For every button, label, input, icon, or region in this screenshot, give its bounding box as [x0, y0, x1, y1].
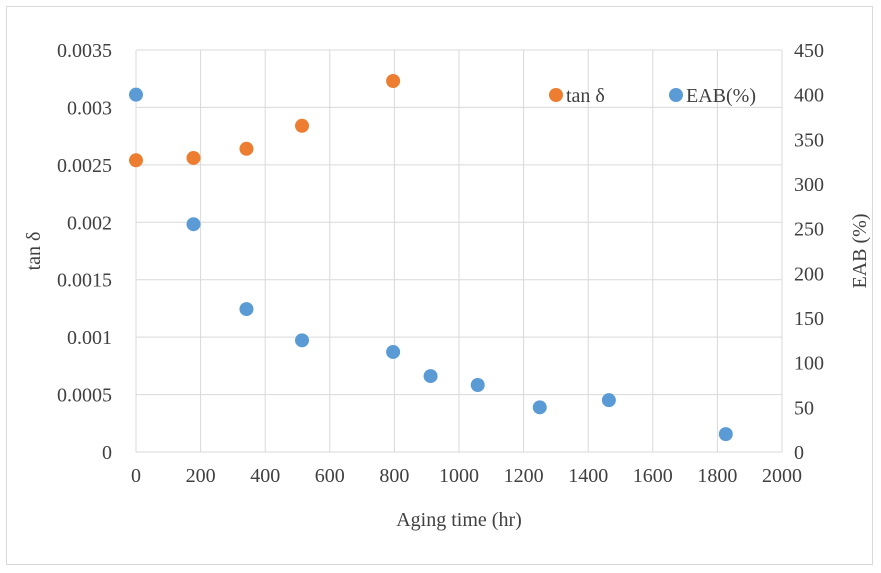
y-axis-left-title: tan δ — [23, 232, 45, 271]
legend-marker — [549, 88, 563, 102]
y-right-tick-label: 100 — [794, 353, 824, 375]
eab-point — [295, 333, 310, 348]
eab-point — [129, 87, 143, 102]
legend-label: tan δ — [566, 85, 605, 107]
y-left-tick-label: 0.002 — [67, 212, 112, 234]
y-right-tick-label: 50 — [794, 397, 814, 419]
x-tick-label: 200 — [186, 465, 216, 487]
axes: 0 200 400 600 800 1000 1200 1400 1600 1800 200000.… — [57, 40, 824, 487]
y-right-tick-label: 400 — [794, 85, 824, 107]
x-tick-label: 800 — [379, 465, 409, 487]
y-left-tick-label: 0.0025 — [57, 155, 112, 177]
y-left-tick-label: 0.0015 — [57, 270, 112, 292]
eab-point — [239, 302, 254, 317]
eab-point — [532, 400, 547, 415]
legend: tan δ EAB(%) — [549, 85, 756, 107]
y-left-tick-label: 0.0035 — [57, 40, 112, 62]
y-left-tick-label: 0.0005 — [57, 385, 112, 407]
y-left-tick-label: 0.003 — [67, 97, 112, 119]
x-tick-label: 1400 — [568, 465, 608, 487]
eab-point — [718, 427, 733, 442]
legend-label: EAB(%) — [686, 85, 756, 107]
y-right-tick-label: 450 — [794, 40, 824, 62]
y-left-tick-label: 0.001 — [67, 327, 112, 349]
tan-delta-point — [129, 153, 143, 168]
x-tick-label: 0 — [131, 465, 141, 487]
x-tick-label: 2000 — [762, 465, 802, 487]
eab-point — [601, 393, 616, 408]
eab-point — [470, 378, 485, 392]
eab-point — [423, 369, 438, 384]
tan-delta-point — [186, 150, 201, 165]
legend-marker — [669, 88, 683, 102]
data-points — [129, 74, 733, 442]
x-tick-label: 400 — [250, 465, 280, 487]
x-tick-label: 1800 — [697, 465, 737, 487]
x-tick-label: 1600 — [633, 465, 673, 487]
x-tick-label: 1000 — [439, 465, 479, 487]
x-tick-label: 600 — [315, 465, 345, 487]
y-right-tick-label: 200 — [794, 263, 824, 285]
y-axis-right-title: EAB (%) — [849, 214, 871, 289]
eab-point — [186, 217, 201, 232]
tan-delta-point — [386, 74, 401, 89]
chart-frame — [6, 6, 873, 565]
eab-point — [386, 344, 401, 359]
y-right-tick-label: 150 — [794, 308, 824, 330]
y-left-tick-label: 0 — [102, 442, 112, 464]
y-right-tick-label: 300 — [794, 174, 824, 196]
y-right-tick-label: 0 — [794, 442, 804, 464]
y-right-tick-label: 250 — [794, 219, 824, 241]
gridlines — [135, 49, 783, 453]
x-axis-title: Aging time (hr) — [396, 509, 522, 531]
y-right-tick-label: 350 — [794, 129, 824, 151]
tan-delta-point — [295, 118, 310, 133]
tan-delta-point — [239, 141, 254, 156]
x-tick-label: 1200 — [504, 465, 544, 487]
